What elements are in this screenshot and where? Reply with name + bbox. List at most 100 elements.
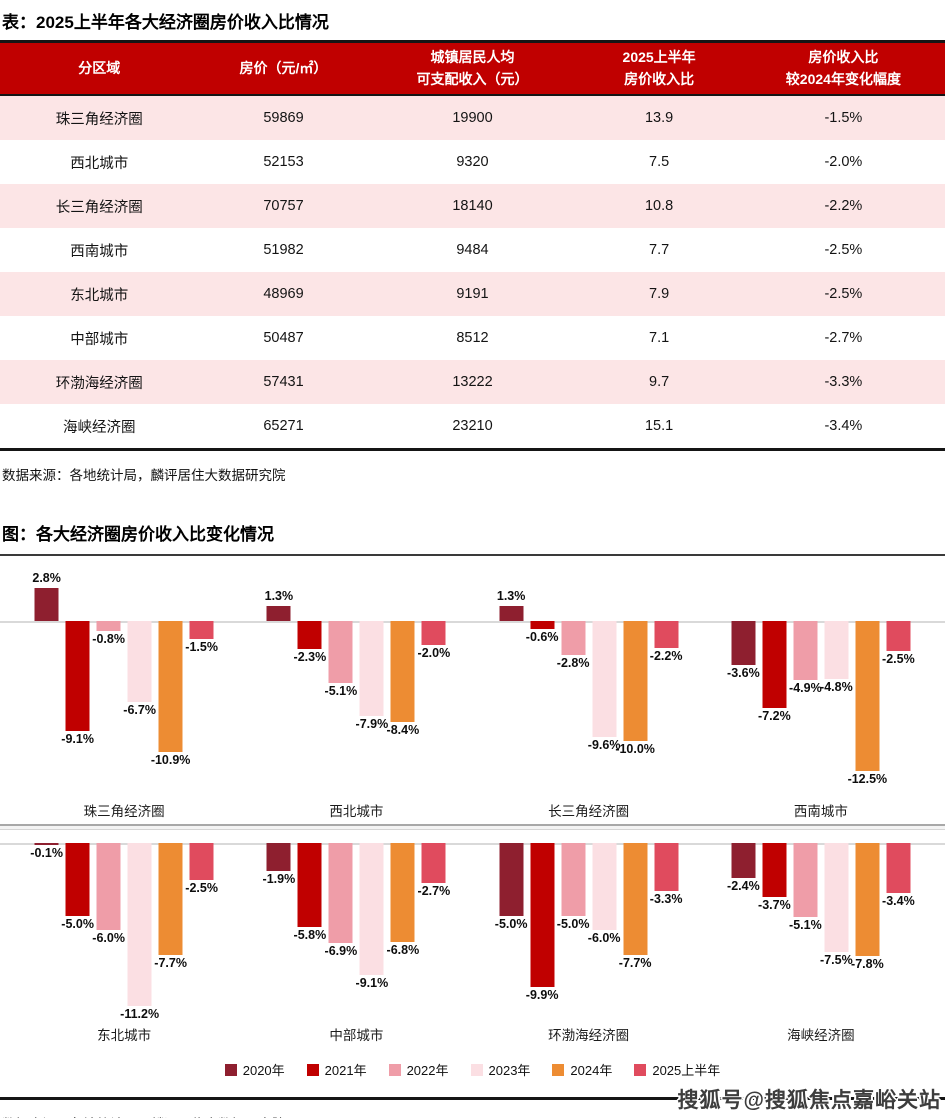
bar-2025上半年 <box>189 843 214 880</box>
legend-label: 2020年 <box>242 1063 285 1079</box>
bar-value-label: -0.8% <box>92 631 125 646</box>
table-cell: 13222 <box>452 374 493 391</box>
bar-value-label: -7.7% <box>154 956 187 971</box>
legend-label: 2022年 <box>406 1063 449 1079</box>
bar-2022年 <box>96 843 121 931</box>
bar-value-label: -7.9% <box>355 717 389 732</box>
bar-cell: -7.7% <box>619 830 651 1048</box>
bar-2025上半年 <box>886 621 911 652</box>
bar-value-label: -2.8% <box>556 655 590 670</box>
bar-value-label: 1.3% <box>496 588 526 603</box>
bar-cell: -4.9% <box>789 556 822 824</box>
legend-swatch <box>388 1063 401 1076</box>
bar-value-label: -5.0% <box>556 916 590 931</box>
table-title: 表：2025上半年各大经济圈房价收入比情况 <box>2 13 329 32</box>
bar-value-label: -10.0% <box>615 742 655 757</box>
bar-2022年 <box>96 621 121 631</box>
table-cell: 48969 <box>263 286 304 303</box>
table-cell: -2.0% <box>824 154 863 171</box>
bar-series: -2.4% -3.7% -5.1% -7.5% -7.8% -3.4% <box>727 830 915 1048</box>
bar-cell: -2.0% <box>418 556 450 824</box>
bar-2024年 <box>390 621 415 723</box>
chart-groups: -0.1% -5.0% -6.0% -11.2% -7.7% -2.5% 东北城市 -1.9%… <box>0 830 945 1048</box>
bar-series: -1.9% -5.8% -6.9% -9.1% -6.8% -2.7% <box>263 830 450 1048</box>
table-cell: 7.5 <box>649 154 670 171</box>
bar-2024年 <box>158 621 183 753</box>
table-source: 数据来源：各地统计局，麟评居住大数据研究院 <box>2 468 286 484</box>
zero-axis-line <box>0 843 945 846</box>
bar-2022年 <box>328 621 353 683</box>
bar-cell: -2.5% <box>882 556 915 824</box>
table-cell: 59869 <box>263 110 304 127</box>
bar-value-label: -5.8% <box>293 928 327 943</box>
table-cell: 19900 <box>452 110 493 127</box>
bar-2023年 <box>592 843 617 931</box>
bar-value-label: -7.7% <box>618 956 652 971</box>
table-cell: -1.5% <box>824 110 863 127</box>
bar-chart: 2.8% -9.1% -0.8% -6.7% -10.9% -1.5% 珠三角经济圈 1.3%… <box>0 554 945 1089</box>
bar-cell: -8.4% <box>387 556 419 824</box>
bar-2021年 <box>762 621 787 708</box>
bar-value-label: -2.2% <box>649 648 683 663</box>
bar-value-label: -6.0% <box>92 931 125 946</box>
table-cell: 23210 <box>452 418 493 435</box>
bar-2020年 <box>266 605 291 622</box>
bar-cell: -0.6% <box>526 556 558 824</box>
bar-cell: -5.1% <box>789 830 822 1048</box>
bar-cell: -7.9% <box>356 556 388 824</box>
category-label: 东北城市 <box>97 1028 152 1044</box>
bar-value-label: -3.3% <box>649 892 683 907</box>
bar-cell: -3.3% <box>650 830 682 1048</box>
table-cell: 15.1 <box>644 418 674 435</box>
bar-2023年 <box>127 843 152 1006</box>
bar-value-label: -9.1% <box>355 976 389 991</box>
bar-cell: -9.1% <box>61 556 94 824</box>
chart-bottom-divider <box>0 1097 945 1101</box>
chart-groups: 2.8% -9.1% -0.8% -6.7% -10.9% -1.5% 珠三角经济圈 1.3%… <box>0 556 945 824</box>
table-cell: 长三角经济圈 <box>55 199 143 216</box>
bar-2024年 <box>623 843 648 956</box>
bar-cell: -5.0% <box>557 830 589 1048</box>
bar-cell: -2.5% <box>185 830 218 1048</box>
bar-cell: -0.8% <box>92 556 125 824</box>
bar-2024年 <box>390 843 415 942</box>
column-header-region: 分区域 <box>78 59 121 76</box>
bar-value-label: -2.7% <box>417 883 451 898</box>
bar-2020年 <box>34 587 59 622</box>
table-cell: 环渤海经济圈 <box>55 375 143 392</box>
chart-group: -2.4% -3.7% -5.1% -7.5% -7.8% -3.4% 海峡经济圈 <box>705 830 937 1048</box>
bar-2021年 <box>297 621 322 649</box>
table-row: 环渤海经济圈 57431 13222 9.7 -3.3% <box>0 360 945 405</box>
category-label: 珠三角经济圈 <box>83 804 165 820</box>
bar-value-label: -1.5% <box>185 640 218 655</box>
bar-cell: -3.6% <box>727 556 760 824</box>
chart-group: -1.9% -5.8% -6.9% -9.1% -6.8% -2.7% 中部城市 <box>240 830 472 1048</box>
bar-value-label: -2.4% <box>727 879 760 894</box>
bar-value-label: -6.9% <box>324 944 358 959</box>
table-cell: 西北城市 <box>70 155 129 172</box>
legend-item: 2025上半年 <box>634 1060 720 1079</box>
bar-cell: -2.3% <box>294 556 326 824</box>
column-header-price: 房价（元/㎡） <box>239 59 328 76</box>
category-label: 环渤海经济圈 <box>548 1028 630 1044</box>
category-label: 西南城市 <box>793 804 848 820</box>
legend-item: 2021年 <box>306 1060 367 1079</box>
bar-2024年 <box>623 621 648 742</box>
table-row: 东北城市 48969 9191 7.9 -2.5% <box>0 272 945 317</box>
chart-group: -0.1% -5.0% -6.0% -11.2% -7.7% -2.5% 东北城市 <box>8 830 240 1048</box>
bar-value-label: 1.3% <box>264 588 294 603</box>
table-cell: -2.5% <box>824 286 863 303</box>
bar-cell: -10.9% <box>151 556 190 824</box>
bar-cell: -7.5% <box>820 830 853 1048</box>
table-header-row: 分区域 房价（元/㎡） 城镇居民人均 可支配收入（元） 2025上半年 房价收入… <box>0 43 945 97</box>
legend-item: 2023年 <box>470 1060 530 1079</box>
legend-swatch <box>470 1063 483 1076</box>
table-cell: 9191 <box>456 286 489 303</box>
bar-2020年 <box>731 843 756 879</box>
table-cell: 西南城市 <box>70 243 129 260</box>
bar-value-label: -7.2% <box>758 708 791 723</box>
bar-value-label: -4.8% <box>820 679 853 694</box>
chart-group: -3.6% -7.2% -4.9% -4.8% -12.5% -2.5% 西南城市 <box>705 556 937 824</box>
bar-2021年 <box>297 843 322 928</box>
table-cell: 10.8 <box>644 198 674 215</box>
